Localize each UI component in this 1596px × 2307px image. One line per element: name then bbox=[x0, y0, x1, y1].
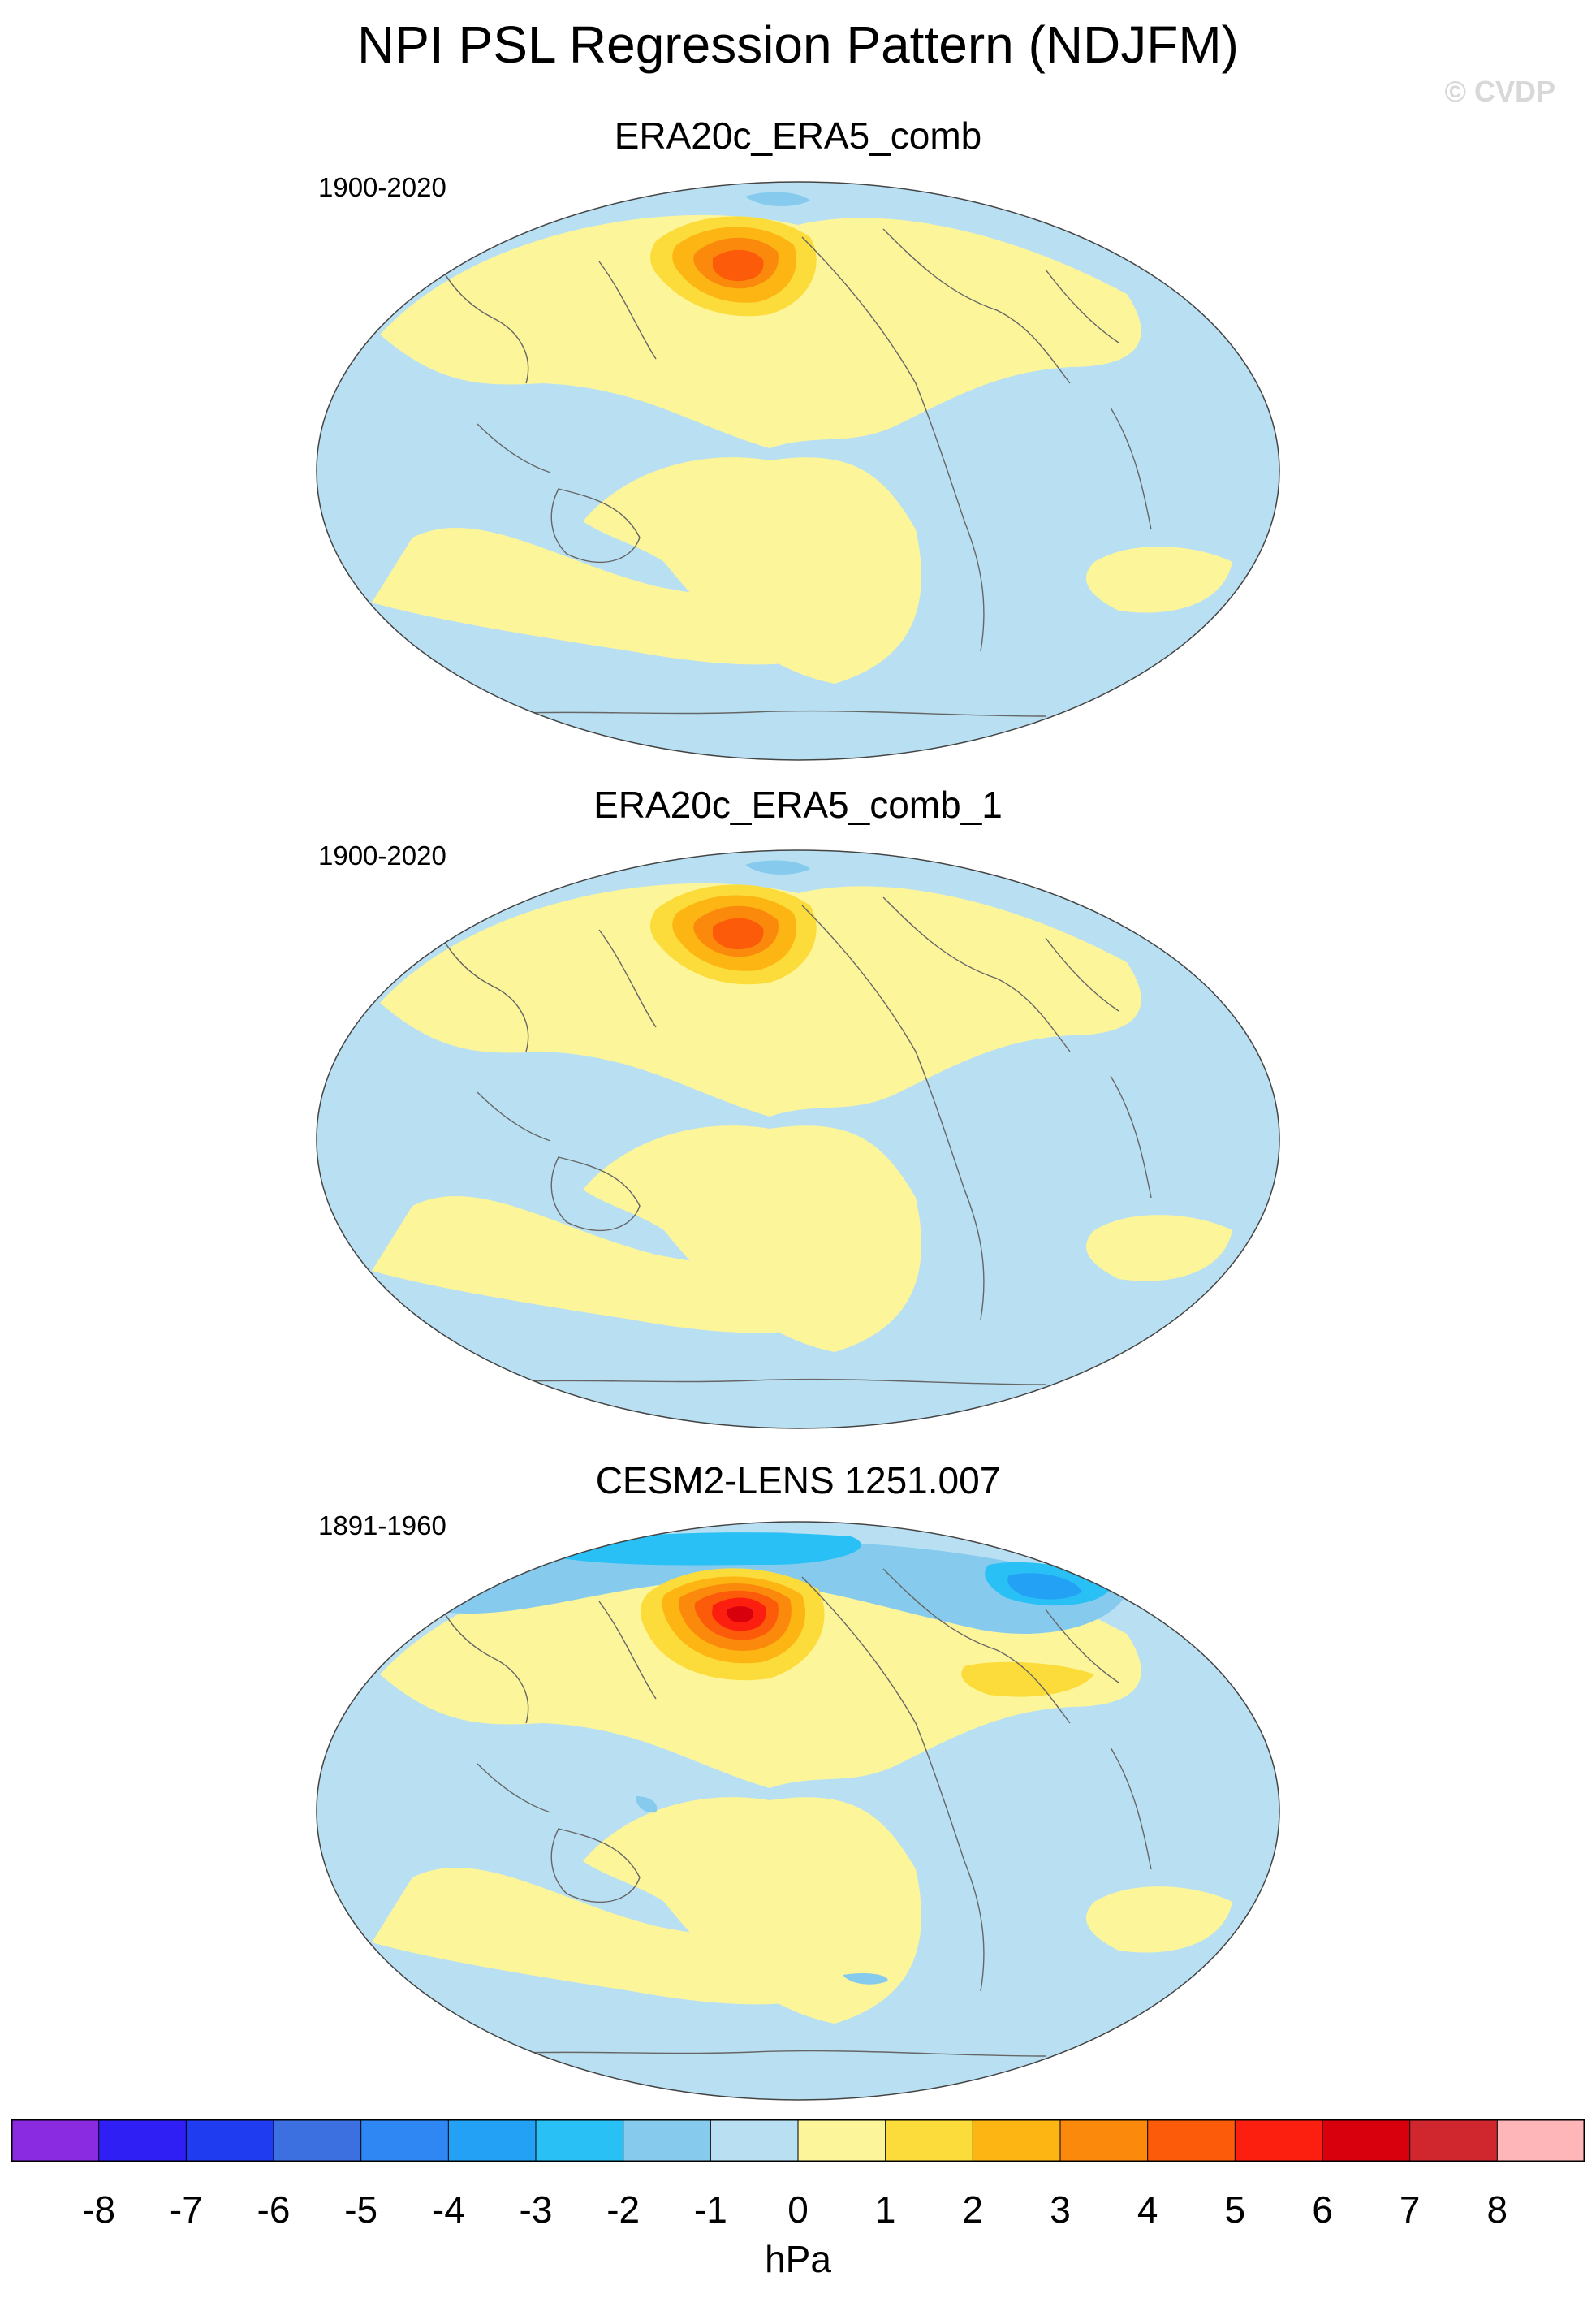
panel-1-years: 1900-2020 bbox=[318, 172, 446, 202]
panel-1-title: ERA20c_ERA5_comb bbox=[614, 114, 982, 157]
colorbar-tick-label: 0 bbox=[787, 2188, 809, 2231]
colorbar-units: hPa bbox=[765, 2238, 831, 2280]
colorbar-bin-0 bbox=[11, 2119, 100, 2162]
colorbar-tick-label: 1 bbox=[874, 2188, 896, 2231]
figure-title: NPI PSL Regression Pattern (NDJFM) bbox=[357, 15, 1239, 74]
colorbar-tick-label: -2 bbox=[606, 2188, 641, 2231]
colorbar-bin-3 bbox=[274, 2119, 362, 2162]
colorbar-tick-label: -1 bbox=[693, 2188, 727, 2231]
panel-3-map bbox=[316, 1521, 1280, 2101]
panel-3-title: CESM2-LENS 1251.007 bbox=[595, 1459, 1001, 1501]
colorbar-bin-11 bbox=[973, 2119, 1061, 2162]
panel-3-years: 1891-1960 bbox=[318, 1510, 446, 1540]
colorbar-tick-label: -8 bbox=[82, 2188, 116, 2231]
colorbar-bin-4 bbox=[360, 2119, 449, 2162]
colorbar bbox=[11, 2119, 1585, 2162]
colorbar-tick-label: 4 bbox=[1137, 2188, 1158, 2231]
colorbar-bin-14 bbox=[1235, 2119, 1323, 2162]
colorbar-bin-10 bbox=[885, 2119, 973, 2162]
colorbar-tick-label: 2 bbox=[962, 2188, 984, 2231]
colorbar-bin-8 bbox=[710, 2119, 799, 2162]
colorbar-tick-label: -5 bbox=[344, 2188, 378, 2231]
colorbar-tick-label: 5 bbox=[1224, 2188, 1246, 2231]
colorbar-tick-label: -3 bbox=[519, 2188, 553, 2231]
colorbar-tick-label: 6 bbox=[1312, 2188, 1333, 2231]
panel-2-title: ERA20c_ERA5_comb_1 bbox=[593, 784, 1003, 826]
colorbar-bin-2 bbox=[186, 2119, 274, 2162]
colorbar-bin-6 bbox=[536, 2119, 624, 2162]
colorbar-tick-label: -6 bbox=[257, 2188, 291, 2231]
colorbar-tick-label: 8 bbox=[1486, 2188, 1508, 2231]
colorbar-tick-label: 3 bbox=[1050, 2188, 1071, 2231]
panel-1-map bbox=[316, 181, 1280, 761]
cvdp-watermark: © CVDP bbox=[1444, 75, 1555, 108]
colorbar-bin-13 bbox=[1147, 2119, 1236, 2162]
colorbar-bin-5 bbox=[448, 2119, 537, 2162]
colorbar-bin-1 bbox=[98, 2119, 187, 2162]
colorbar-bin-15 bbox=[1322, 2119, 1411, 2162]
colorbar-tick-label: -4 bbox=[431, 2188, 465, 2231]
colorbar-bin-12 bbox=[1060, 2119, 1149, 2162]
panel-2-map bbox=[316, 849, 1280, 1429]
colorbar-tick-label: -7 bbox=[169, 2188, 203, 2231]
colorbar-bin-16 bbox=[1409, 2119, 1498, 2162]
colorbar-bin-17 bbox=[1497, 2119, 1585, 2162]
colorbar-tick-label: 7 bbox=[1399, 2188, 1421, 2231]
colorbar-bin-7 bbox=[623, 2119, 711, 2162]
panel-2-years: 1900-2020 bbox=[318, 840, 446, 871]
colorbar-bin-9 bbox=[798, 2119, 886, 2162]
